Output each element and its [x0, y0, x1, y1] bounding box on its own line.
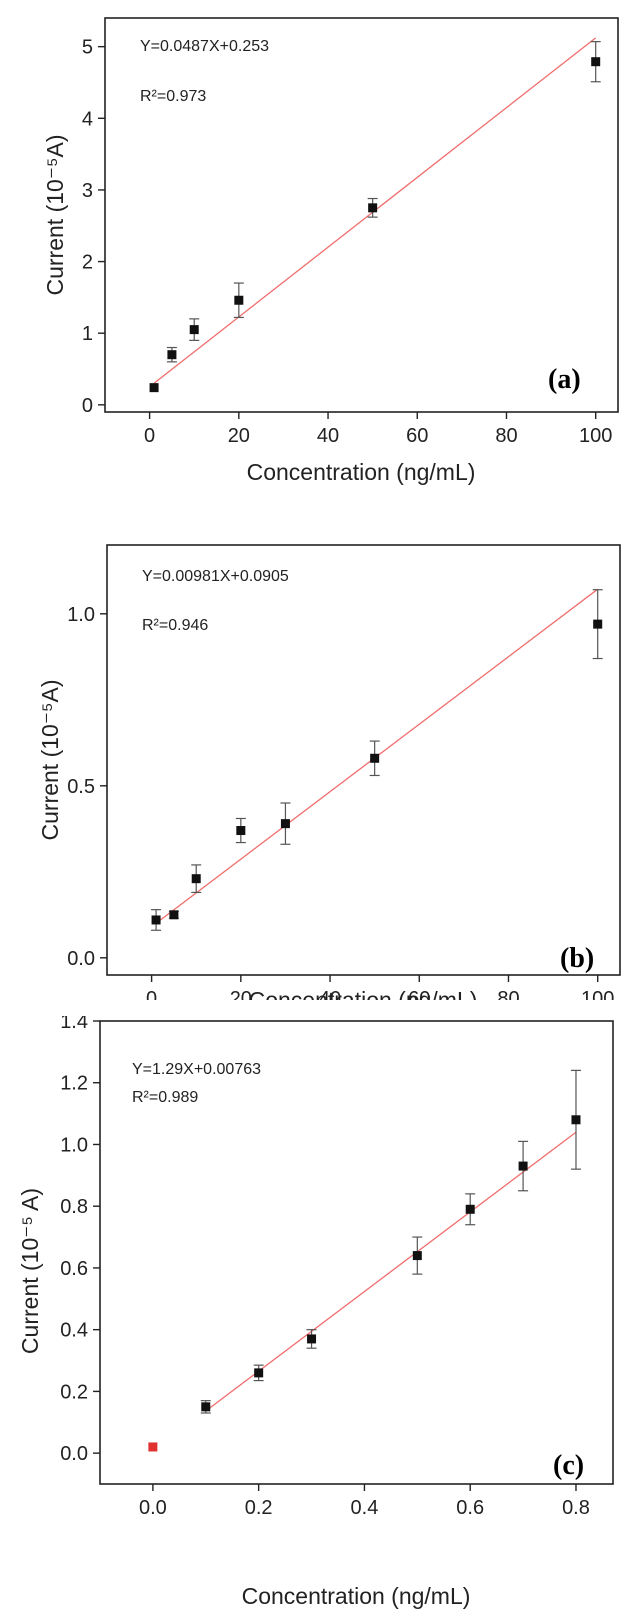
- data-point: [191, 874, 201, 884]
- data-point: [254, 1368, 264, 1378]
- y-tick-label: 1.2: [60, 1073, 88, 1095]
- data-point: [412, 1251, 422, 1261]
- r-squared: R²=0.973: [140, 88, 206, 105]
- data-point: [280, 819, 290, 829]
- data-point: [234, 295, 244, 305]
- data-point: [169, 910, 179, 920]
- x-axis-title: Concentration (ng/mL): [247, 459, 476, 485]
- y-tick-label: 0.2: [60, 1381, 88, 1403]
- x-tick-label: 0: [146, 988, 157, 1000]
- x-tick-label: 80: [495, 425, 517, 447]
- y-tick-label: 0: [82, 395, 93, 417]
- data-point: [368, 203, 378, 213]
- fit-line: [205, 1131, 577, 1412]
- x-tick-label: 100: [579, 425, 612, 447]
- y-tick-label: 0.4: [60, 1320, 88, 1342]
- panel-label: (b): [560, 943, 594, 974]
- fit-equation: Y=0.00981X+0.0905: [142, 568, 289, 585]
- y-axis-title: Current (10⁻⁵ A): [17, 1188, 43, 1354]
- x-axis-title: Concentration (ng/mL): [242, 1583, 471, 1609]
- plot-frame: [99, 1020, 614, 1485]
- y-tick-label: 0.0: [67, 948, 95, 970]
- x-tick-label: 60: [406, 425, 428, 447]
- fit-equation: Y=0.0487X+0.253: [140, 38, 269, 55]
- x-tick-label: 0: [144, 425, 155, 447]
- r-squared: R²=0.989: [132, 1089, 198, 1106]
- x-tick-label: 20: [230, 988, 252, 1000]
- y-axis-title: Current (10⁻⁵A): [37, 680, 63, 841]
- panel-label: (c): [553, 1450, 584, 1481]
- plot-frame: [104, 17, 619, 413]
- y-axis-title: Current (10⁻⁵A): [42, 135, 68, 296]
- x-tick-label: 0.2: [245, 1497, 273, 1519]
- data-point: [149, 383, 159, 393]
- y-tick-label: 1.0: [67, 604, 95, 626]
- data-point: [591, 57, 601, 67]
- data-point: [307, 1334, 317, 1344]
- data-point: [518, 1161, 528, 1171]
- y-tick-label: 1.0: [60, 1134, 88, 1156]
- data-point: [370, 753, 380, 763]
- fit-equation: Y=1.29X+0.00763: [132, 1061, 261, 1078]
- x-tick-label: 0.6: [456, 1497, 484, 1519]
- y-tick-label: 5: [82, 37, 93, 59]
- y-tick-label: 0.0: [60, 1443, 88, 1465]
- panel-label: (a): [548, 364, 581, 395]
- chart-panel-a: 0 20 40 60 80 100 0 1 2 3 4 5 Y=0.0487X+0.253 R²=0.…: [42, 17, 619, 485]
- data-point: [571, 1115, 581, 1125]
- x-tick-label: 0.8: [562, 1497, 590, 1519]
- y-tick-label: 4: [82, 108, 93, 130]
- r-squared: R²=0.946: [142, 617, 208, 634]
- data-point: [148, 1442, 158, 1452]
- x-tick-label: 100: [581, 988, 614, 1000]
- data-point: [151, 915, 161, 925]
- y-tick-label: 1.4: [60, 1016, 88, 1033]
- chart-panel-c: 0.0 0.2 0.4 0.6 0.80.00.20.40.60.81.01.21.4 …: [17, 1016, 614, 1609]
- data-point: [201, 1402, 211, 1412]
- x-tick-label: 0.4: [351, 1497, 379, 1519]
- y-tick-label: 0.6: [60, 1258, 88, 1280]
- data-point: [189, 325, 199, 335]
- x-tick-label: 40: [319, 988, 341, 1000]
- y-tick-label: 2: [82, 252, 93, 274]
- data-point: [167, 350, 177, 360]
- data-point: [465, 1204, 475, 1214]
- plot-frame: [106, 544, 621, 976]
- x-tick-label: 60: [408, 988, 430, 1000]
- data-point: [236, 826, 246, 836]
- y-tick-label: 0.5: [67, 776, 95, 798]
- data-point: [593, 619, 603, 629]
- y-tick-label: 3: [82, 180, 93, 202]
- y-tick-label: 1: [82, 323, 93, 345]
- x-tick-label: 20: [228, 425, 250, 447]
- x-axis-title: Concentration (ng/mL): [249, 987, 478, 1000]
- x-tick-label: 40: [317, 425, 339, 447]
- y-tick-label: 0.8: [60, 1196, 88, 1218]
- x-tick-label: 0.0: [139, 1497, 167, 1519]
- x-tick-label: 80: [497, 988, 519, 1000]
